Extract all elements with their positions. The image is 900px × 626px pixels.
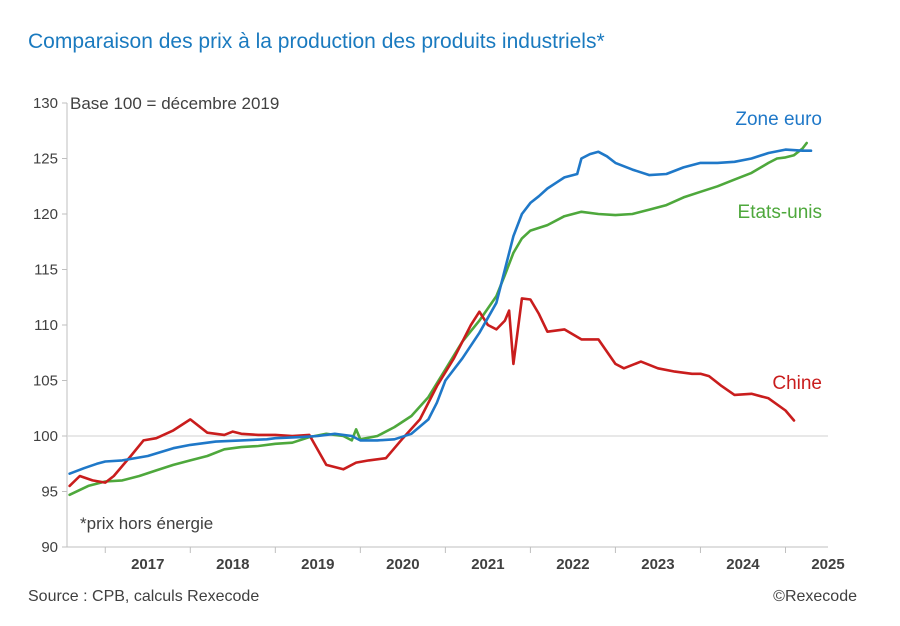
- y-tick-label: 100: [33, 428, 58, 445]
- x-tick-label: 2019: [301, 556, 334, 573]
- x-tick-label: 2022: [556, 556, 589, 573]
- footnote: *prix hors énergie: [80, 514, 213, 533]
- x-tick-label: 2017: [131, 556, 164, 573]
- series-label-etats-unis: Etats-unis: [738, 202, 822, 223]
- y-tick-label: 110: [34, 317, 58, 334]
- series-line-chine: [68, 297, 796, 488]
- x-tick-label: 2018: [216, 556, 249, 573]
- x-tick-label: 2020: [386, 556, 419, 573]
- x-tick-label: 2023: [641, 556, 674, 573]
- y-tick-label: 95: [41, 484, 58, 501]
- series-line-etats-unis: [68, 141, 808, 497]
- y-tick-label: 90: [41, 539, 58, 556]
- y-tick-label: 115: [34, 262, 58, 279]
- x-tick-label: 2025: [811, 556, 844, 573]
- y-tick-label: 125: [33, 151, 58, 168]
- series-line-zone-euro: [68, 148, 813, 475]
- series-lines: [68, 141, 813, 497]
- series-label-chine: Chine: [772, 373, 822, 394]
- credit-note: ©Rexecode: [773, 588, 857, 605]
- y-tick-label: 130: [33, 95, 58, 112]
- chart-title: Comparaison des prix à la production des…: [28, 30, 605, 53]
- y-tick-label: 120: [33, 206, 58, 223]
- series-labels: Zone euro Etats-unis Chine: [735, 109, 822, 394]
- base-note: Base 100 = décembre 2019: [70, 94, 279, 113]
- series-label-zone-euro: Zone euro: [735, 109, 822, 130]
- x-tick-label: 2021: [471, 556, 504, 573]
- x-tick-label: 2024: [726, 556, 760, 573]
- y-axis: 90 95 100 105 110 115 120 125 130: [33, 95, 68, 556]
- x-axis: 2017 2018 2019 2020 2021 2022 2023 2024 2025: [67, 435, 845, 573]
- y-tick-label: 105: [33, 373, 58, 390]
- source-note: Source : CPB, calculs Rexecode: [28, 588, 260, 605]
